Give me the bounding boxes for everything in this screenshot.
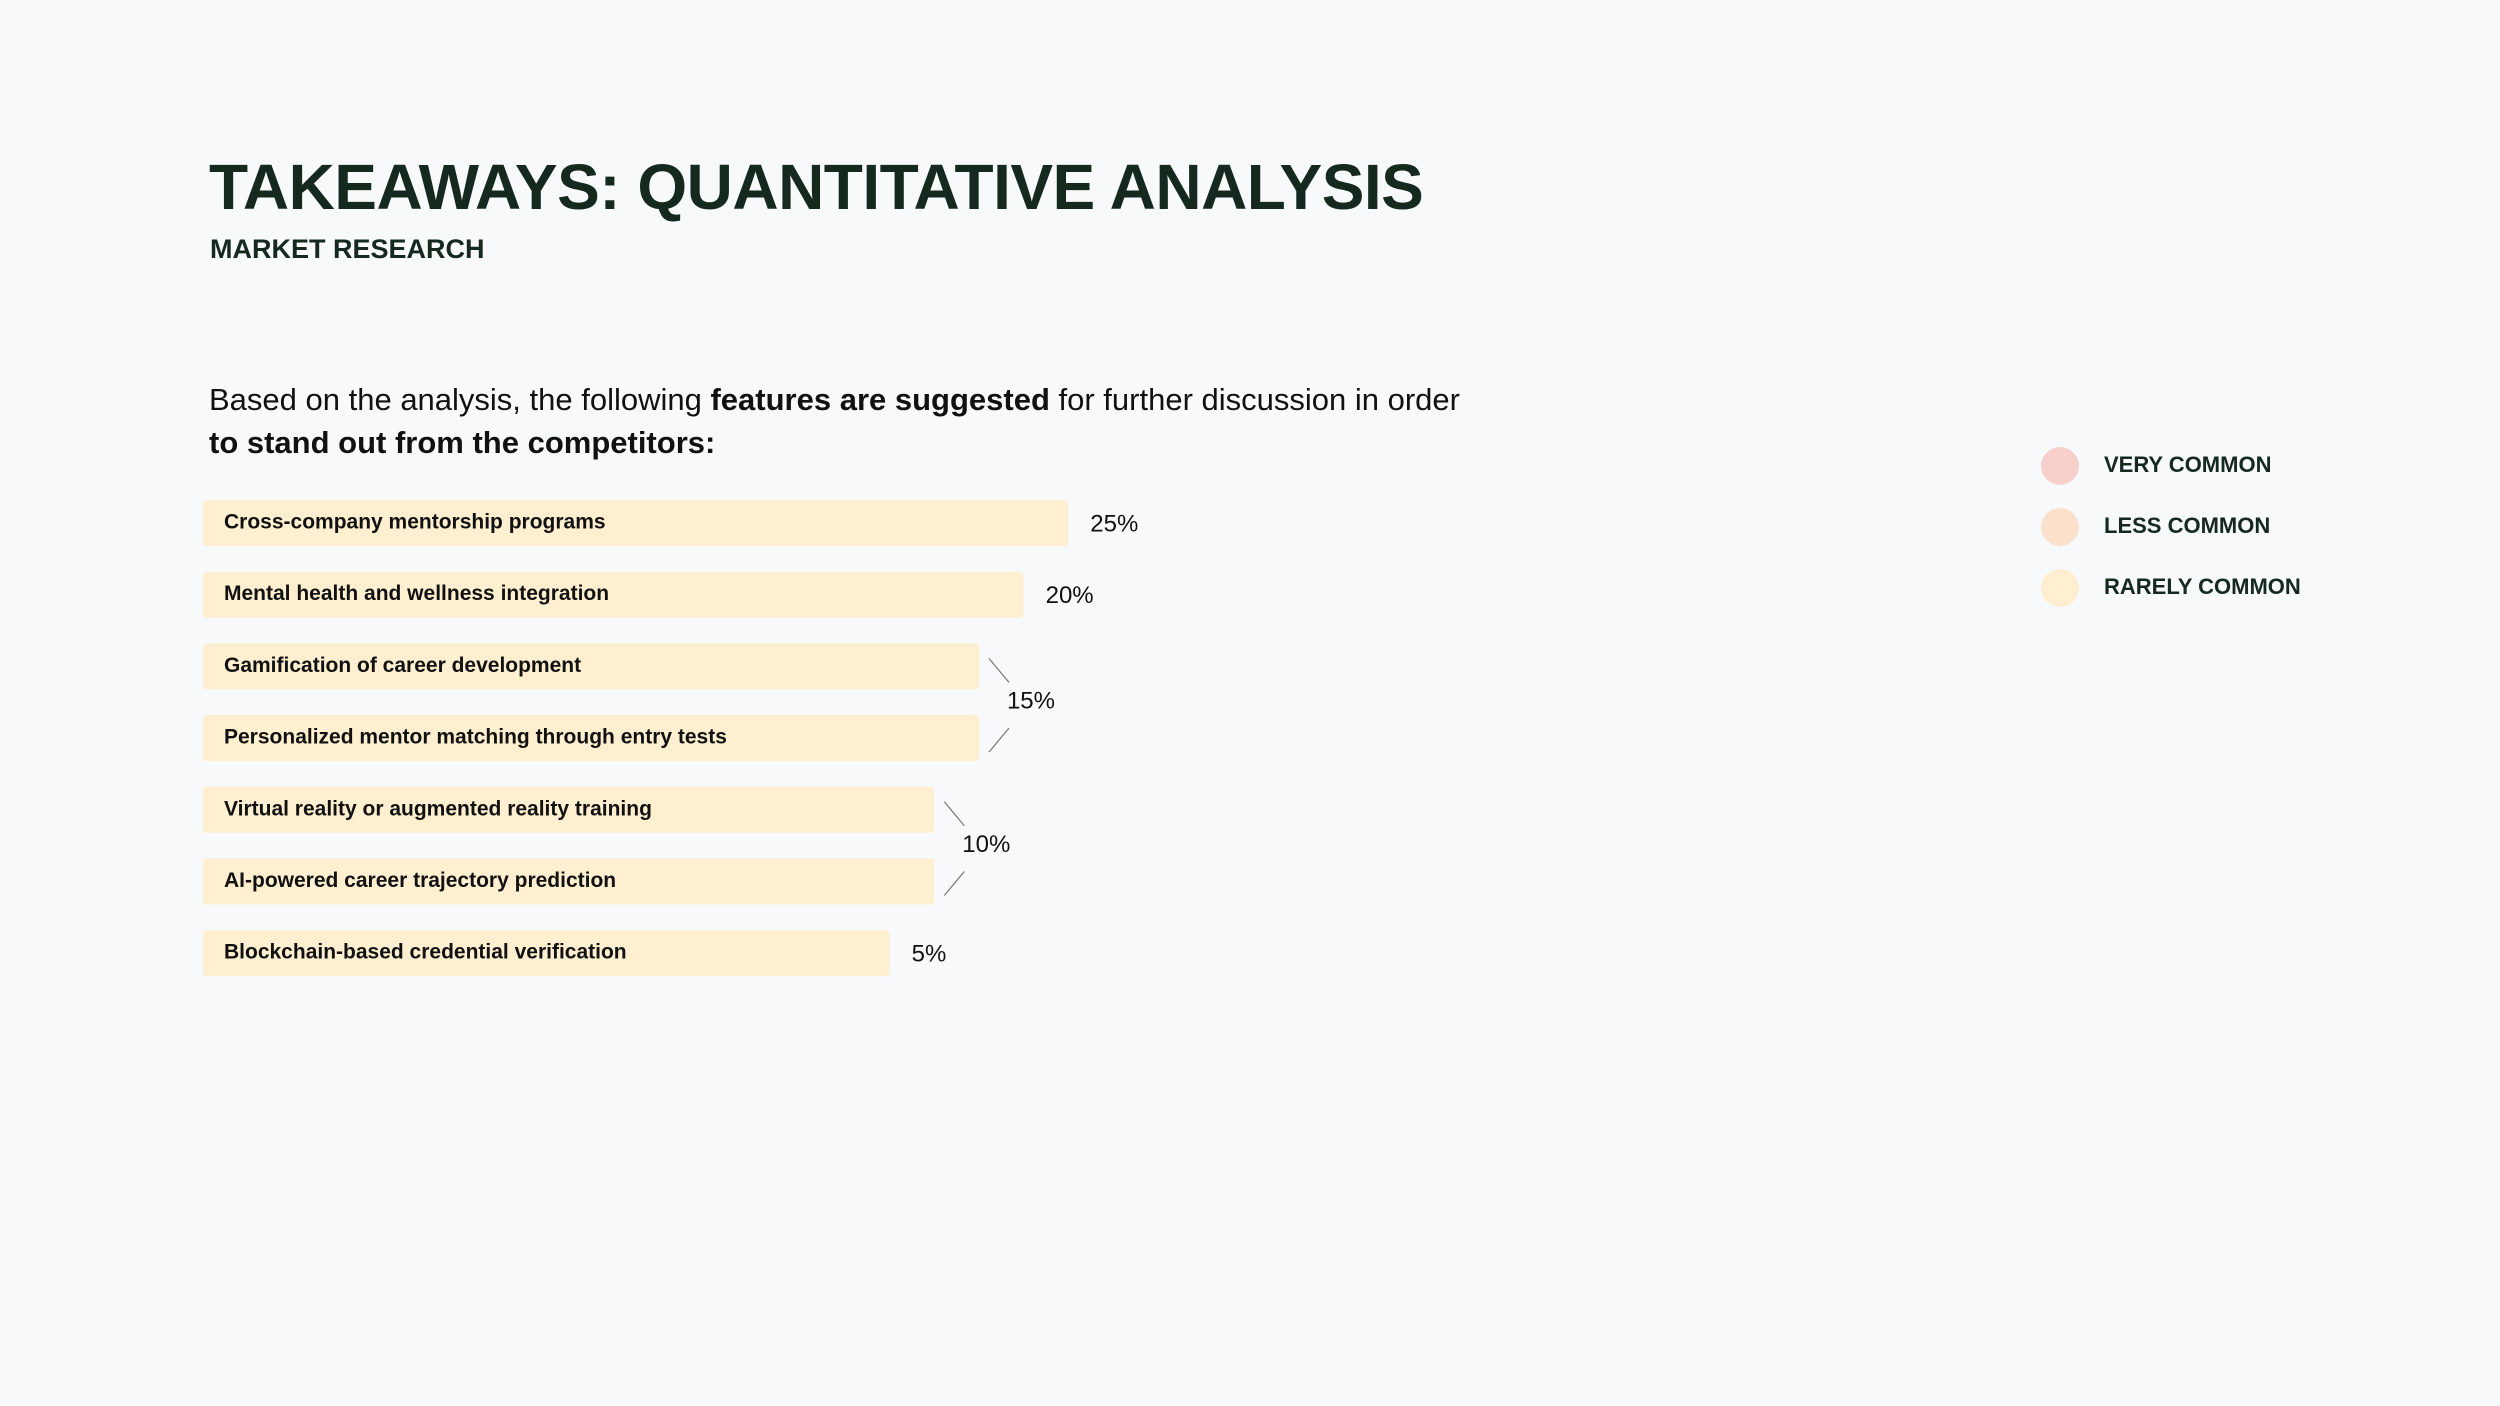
bar bbox=[203, 858, 935, 905]
intro: Based on the analysis, the following fea… bbox=[209, 378, 1460, 464]
bar bbox=[203, 930, 890, 977]
bar bbox=[203, 715, 979, 762]
bar bbox=[203, 500, 1069, 546]
subtitle: MARKET RESEARCH bbox=[210, 234, 485, 264]
intro-text: for further discussion in order bbox=[1049, 382, 1460, 417]
value-label: 15% bbox=[1007, 688, 1055, 715]
intro-bold: to stand out from the competitors: bbox=[209, 425, 716, 460]
value-label: 5% bbox=[912, 941, 947, 968]
legend-label: RARELY COMMON bbox=[2104, 574, 2301, 599]
bracket-line bbox=[943, 801, 965, 827]
bar-label: Personalized mentor matching through ent… bbox=[224, 726, 727, 749]
legend-label: VERY COMMON bbox=[2104, 452, 2271, 477]
bracket-line bbox=[943, 871, 965, 896]
intro-text: Based on the analysis, the following bbox=[209, 382, 711, 417]
bar bbox=[203, 571, 1024, 618]
title: TAKEAWAYS: QUANTITATIVE ANALYSIS bbox=[209, 151, 1424, 223]
bar-label: Blockchain-based credential verification bbox=[224, 941, 627, 964]
bracket-line bbox=[988, 727, 1010, 753]
value-label: 10% bbox=[962, 831, 1010, 858]
bracket-line bbox=[988, 658, 1010, 683]
bar bbox=[203, 786, 935, 833]
bar-label: Virtual reality or augmented reality tra… bbox=[224, 797, 652, 820]
intro-bold: features are suggested bbox=[710, 382, 1050, 417]
legend-swatch bbox=[2041, 569, 2079, 607]
legend-swatch bbox=[2041, 447, 2079, 485]
value-label: 20% bbox=[1046, 582, 1094, 609]
bar-label: Gamification of career development bbox=[224, 654, 581, 677]
bar bbox=[203, 643, 979, 690]
bar-label: Mental health and wellness integration bbox=[224, 582, 609, 605]
legend-label: LESS COMMON bbox=[2104, 513, 2270, 538]
bar-label: AI-powered career trajectory prediction bbox=[224, 869, 616, 892]
bar-label: Cross-company mentorship programs bbox=[224, 511, 606, 534]
value-label: 25% bbox=[1090, 510, 1138, 537]
legend-swatch bbox=[2041, 508, 2079, 546]
